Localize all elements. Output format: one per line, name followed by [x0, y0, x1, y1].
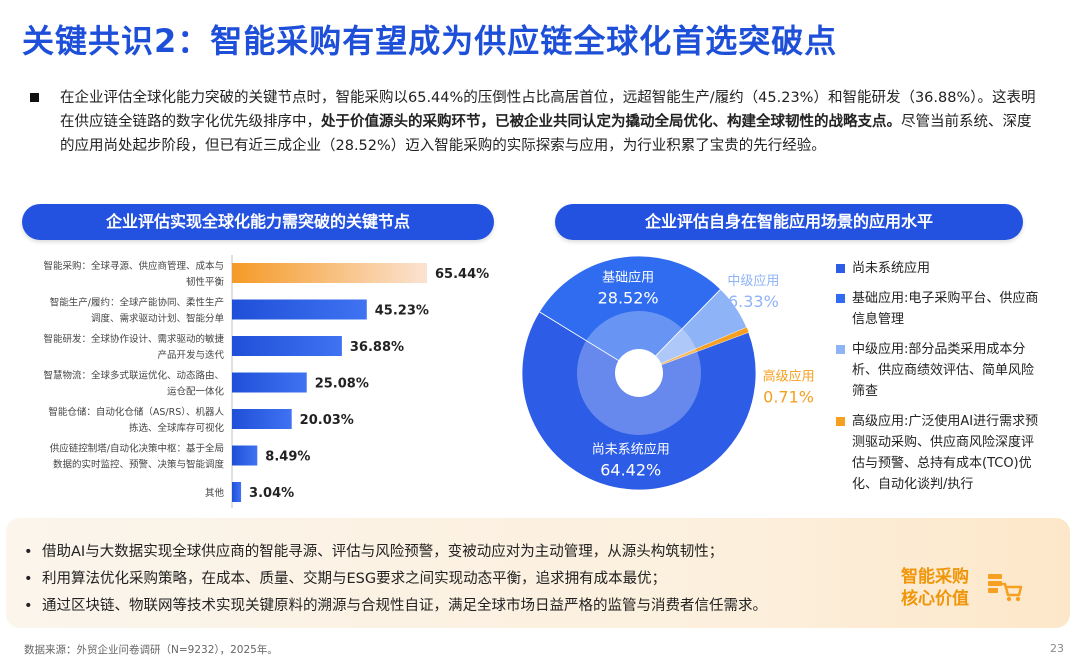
pie-slice-0 — [521, 311, 757, 491]
pie-slice-value: 0.71% — [763, 387, 814, 406]
shopping-cart-icon — [988, 574, 1023, 602]
bar-3 — [232, 372, 307, 393]
bar-category-label: 智能采购：全球寻源、供应商管理、成本与韧性平衡 — [43, 260, 224, 288]
bar-value-label: 65.44% — [435, 267, 489, 282]
bar-0 — [232, 263, 427, 283]
bar-category-label: 智慧物流：全球多式联运优化、动态路由、运仓配一体化 — [43, 370, 224, 398]
legend-swatch — [836, 345, 845, 354]
pie-legend-item: 中级应用:部分品类采用成本分析、供应商绩效评估、简单风险筛查 — [836, 339, 1046, 402]
intro-paragraph: 在企业评估全球化能力突破的关键节点时，智能采购以65.44%的压倒性占比高居首位… — [30, 86, 1040, 158]
legend-label: 基础应用:电子采购平台、供应商信息管理 — [852, 291, 1039, 327]
pie-legend: 尚未系统应用基础应用:电子采购平台、供应商信息管理中级应用:部分品类采用成本分析… — [836, 258, 1046, 504]
bar-value-label: 8.49% — [265, 450, 310, 465]
data-source: 数据来源：外贸企业问卷调研（N=9232），2025年。 — [24, 644, 278, 656]
pie-legend-item: 高级应用:广泛使用AI进行需求预测驱动采购、供应商风险深度评估与预警、总持有成本… — [836, 411, 1046, 495]
legend-label: 中级应用:部分品类采用成本分析、供应商绩效评估、简单风险筛查 — [852, 342, 1035, 399]
core-value-item: 通过区块链、物联网等技术实现关键原料的溯源与合规性自证，满足全球市场日益严格的监… — [24, 593, 824, 620]
pie-chart-title: 企业评估自身在智能应用场景的应用水平 — [555, 204, 1023, 240]
page-title: 关键共识2：智能采购有望成为供应链全球化首选突破点 — [22, 22, 838, 60]
pie-slice-name: 尚未系统应用 — [592, 442, 670, 458]
pie-slice-name: 中级应用 — [727, 273, 779, 289]
intro-text-bold: 处于价值源头的采购环节，已被企业共同认定为撬动全局优化、构建全球韧性的战略支点。 — [321, 114, 901, 130]
bar-value-label: 45.23% — [375, 304, 429, 319]
bar-5 — [232, 445, 258, 466]
bar-category-label: 智能研发：全球协作设计、需求驱动的敏捷产品开发与迭代 — [43, 333, 224, 361]
pie-center-hole — [615, 349, 663, 397]
pie-slice-3 — [639, 327, 749, 373]
bar-value-label: 3.04% — [249, 486, 294, 501]
bar-value-label: 20.03% — [300, 413, 354, 428]
core-value-item: 借助AI与大数据实现全球供应商的智能寻源、评估与风险预警，变被动应对为主动管理，… — [24, 539, 824, 566]
legend-swatch — [836, 417, 845, 426]
intro-text-1: 在企业评估全球化能力突破的关键节点时，智能采购以65.44%的压倒性占比高居首位… — [60, 90, 1036, 130]
bar-value-label: 36.88% — [350, 340, 404, 355]
bar-category-label: 智能仓储：自动化仓储（AS/RS）、机器人拣选、全球库存可视化 — [48, 406, 224, 434]
pie-slice-value: 28.52% — [598, 289, 659, 308]
intro-text-2: 尽管当前系统、深度的应用尚处起步阶段，但已有近三成企业（28.52%）迈入智能采… — [60, 114, 1032, 154]
bar-1 — [232, 299, 367, 320]
legend-swatch — [836, 264, 845, 273]
core-value-line1: 智能采购 — [901, 567, 969, 587]
pie-slice-value: 64.42% — [600, 461, 661, 480]
pie-slice-value: 6.33% — [728, 292, 779, 311]
bar-4 — [232, 409, 292, 429]
bar-6 — [232, 482, 242, 502]
pie-slice-name: 基础应用 — [602, 270, 654, 286]
legend-label: 高级应用:广泛使用AI进行需求预测驱动采购、供应商风险深度评估与预警、总持有成本… — [852, 414, 1039, 492]
pie-legend-item: 基础应用:电子采购平台、供应商信息管理 — [836, 288, 1046, 330]
bar-category-label: 其他 — [205, 487, 225, 499]
pie-legend-item: 尚未系统应用 — [836, 258, 1046, 279]
bar-category-label: 供应链控制塔/自动化决策中枢：基于全局数据的实时监控、预警、决策与智能调度 — [50, 443, 225, 471]
pie-slice-1 — [538, 255, 722, 374]
legend-swatch — [836, 294, 845, 303]
core-value-label: 智能采购 核心价值 — [890, 566, 980, 610]
bar-value-label: 25.08% — [315, 377, 369, 392]
bar-chart-title: 企业评估实现全球化能力需突破的关键节点 — [22, 204, 494, 240]
legend-label: 尚未系统应用 — [852, 261, 931, 276]
pie-slice-name: 高级应用 — [763, 368, 815, 384]
bar-2 — [232, 336, 342, 356]
core-value-line2: 核心价值 — [901, 589, 969, 609]
pie-slice-2 — [638, 288, 748, 374]
bullet-square-icon — [30, 93, 39, 102]
core-value-list: 借助AI与大数据实现全球供应商的智能寻源、评估与风险预警，变被动应对为主动管理，… — [24, 539, 824, 620]
core-value-item: 利用算法优化采购策略，在成本、质量、交期与ESG要求之间实现动态平衡，追求拥有成… — [24, 566, 824, 593]
bar-category-label: 智能生产/履约：全球产能协同、柔性生产调度、需求驱动计划、智能分单 — [50, 297, 225, 325]
page-number: 23 — [1050, 642, 1064, 655]
